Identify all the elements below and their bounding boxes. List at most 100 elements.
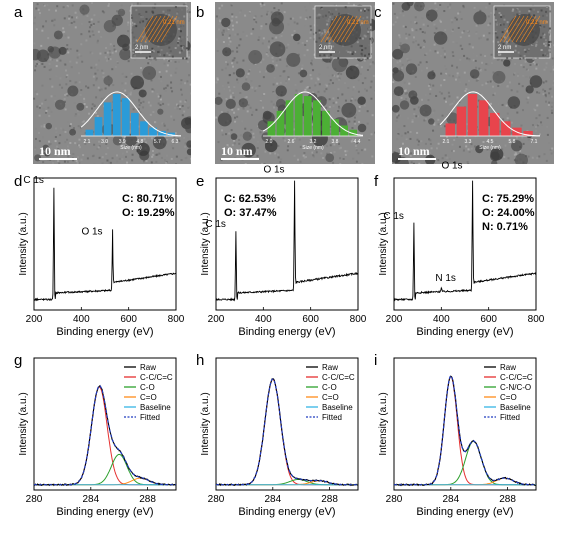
- nanoparticle: [399, 100, 410, 110]
- x-axis-label: Binding energy (eV): [416, 506, 513, 518]
- legend-entry: C-O: [140, 383, 155, 392]
- tem-image-a: 0.21 nm 2 nm 2.1 3.0 3.9 4.8 5.7 6.3 Size (nm) 10…: [33, 2, 191, 164]
- histogram-bar: [313, 100, 321, 136]
- y-axis-label: Intensity (a.u.): [18, 392, 29, 455]
- histogram-tick-label: 5.7: [154, 139, 161, 145]
- nanoparticle: [241, 142, 256, 158]
- nanoparticle: [44, 150, 51, 157]
- tem-svg: 0.21 nm 2 nm 2.1 3.0 3.9 4.8 5.7 6.3 Size (nm) 10…: [33, 2, 191, 164]
- nanoparticle: [427, 71, 436, 80]
- scale-bar-label: 10 nm: [221, 144, 253, 158]
- nanoparticle: [36, 49, 50, 63]
- hrtem-inset: 0.21 nm 2 nm: [130, 5, 189, 60]
- nanoparticle: [270, 11, 284, 25]
- y-axis-label: Intensity (a.u.): [200, 212, 211, 275]
- legend-entry: Baseline: [500, 403, 531, 412]
- histogram-bar: [523, 130, 533, 136]
- plot-frame: [215, 177, 359, 311]
- lattice-spacing-label: 0.21 nm: [526, 20, 548, 26]
- lattice-spacing-label: 0.21 nm: [163, 20, 185, 26]
- size-histogram: 2.0 2.6 3.2 3.8 4.4 Size (nm): [262, 91, 364, 151]
- nanoparticle: [266, 63, 275, 73]
- nanoparticle: [45, 122, 52, 130]
- nanoparticle: [76, 102, 85, 111]
- histogram-tick-label: 6.3: [172, 139, 179, 145]
- nanoparticle: [490, 151, 500, 162]
- nanoparticle: [54, 99, 66, 110]
- nanoparticle: [286, 52, 301, 67]
- nanoparticle: [357, 123, 367, 133]
- histogram-tick-label: 2.1: [84, 139, 91, 145]
- panel-letter-i: i: [374, 352, 378, 369]
- x-tick-label: 288: [321, 494, 338, 505]
- nanoparticle: [221, 17, 231, 28]
- nanoparticle: [238, 98, 249, 108]
- gaussian-fit-line: [80, 91, 181, 137]
- peak-label: N 1s: [435, 273, 456, 284]
- nanoparticle: [230, 133, 238, 141]
- tem-image-c: 0.21 nm 2 nm 2.1 3.3 4.5 5.8 7.1 Size (nm) 10 nm: [392, 2, 554, 164]
- x-tick-label: 200: [386, 314, 403, 325]
- y-axis-label: Intensity (a.u.): [18, 212, 29, 275]
- gaussian-fit-line: [439, 91, 540, 137]
- nanoparticle: [122, 43, 130, 51]
- nanoparticle: [136, 142, 150, 156]
- histogram-bar: [167, 132, 176, 136]
- nanoparticle: [492, 70, 506, 84]
- nanoparticle: [235, 68, 245, 78]
- nanoparticle: [293, 33, 301, 42]
- panel-letter-h: h: [196, 352, 205, 369]
- nanoparticle: [392, 70, 405, 82]
- histogram-bar: [94, 117, 103, 136]
- histogram-tick-label: 3.8: [332, 139, 339, 145]
- histogram-tick-label: 2.6: [288, 139, 295, 145]
- legend-entry: C=O: [500, 393, 517, 402]
- histogram-tick-label: 4.5: [487, 139, 494, 145]
- x-axis-label: Binding energy (eV): [56, 326, 153, 338]
- composition-annotation: N: 0.71%: [482, 221, 528, 233]
- x-tick-label: 800: [350, 314, 367, 325]
- component-c-o-line: [394, 440, 536, 486]
- histogram-tick-label: 2.1: [443, 139, 450, 145]
- nanoparticle: [405, 63, 418, 75]
- nanoparticle: [400, 43, 410, 54]
- nanoparticle: [186, 148, 191, 156]
- x-tick-label: 600: [302, 314, 319, 325]
- nanoparticle: [299, 69, 308, 78]
- nanoparticle: [514, 153, 528, 164]
- plot-frame: [393, 357, 537, 491]
- legend-entry: C-O: [322, 383, 337, 392]
- nanoparticle: [241, 82, 251, 91]
- histogram-tick-label: 3.0: [101, 139, 108, 145]
- xps-c1s-chart-i: 280 284 288 Binding energy (eV) Intensity (a…: [360, 352, 540, 535]
- histogram-tick-label: 7.1: [531, 139, 538, 145]
- x-tick-label: 600: [120, 314, 137, 325]
- nanoparticle: [425, 9, 438, 22]
- gaussian-fit-line: [262, 91, 364, 136]
- histogram-tick-label: 4.4: [354, 139, 361, 145]
- nanoparticle: [341, 102, 357, 118]
- inset-scale-label: 2 nm: [498, 45, 511, 51]
- legend-entry: Fitted: [322, 413, 342, 422]
- survey-spectrum-line: [215, 180, 359, 302]
- histogram-bar: [456, 106, 467, 136]
- nanoparticle: [428, 118, 435, 125]
- histogram-bar: [158, 130, 166, 136]
- x-tick-label: 800: [168, 314, 185, 325]
- nanoparticle: [331, 56, 348, 73]
- panel-letter-f: f: [374, 173, 379, 190]
- histogram-tick-label: 3.9: [119, 139, 126, 145]
- legend-entry: Baseline: [322, 403, 353, 412]
- x-tick-label: 288: [139, 494, 156, 505]
- nanoparticle: [103, 76, 113, 86]
- plot-frame: [393, 177, 537, 311]
- nanoparticle: [475, 145, 484, 154]
- xps-survey-chart-d: 200 400 600 800 Binding energy (eV) Intensity…: [0, 172, 185, 355]
- legend-entry: Baseline: [140, 403, 171, 412]
- histogram-bar: [285, 100, 294, 136]
- nanoparticle: [111, 14, 123, 27]
- histogram-tick-label: 3.3: [465, 139, 472, 145]
- peak-label: O 1s: [441, 161, 462, 172]
- hrtem-inset: 0.21 nm 2 nm: [493, 5, 552, 60]
- y-axis-label: Intensity (a.u.): [378, 392, 389, 455]
